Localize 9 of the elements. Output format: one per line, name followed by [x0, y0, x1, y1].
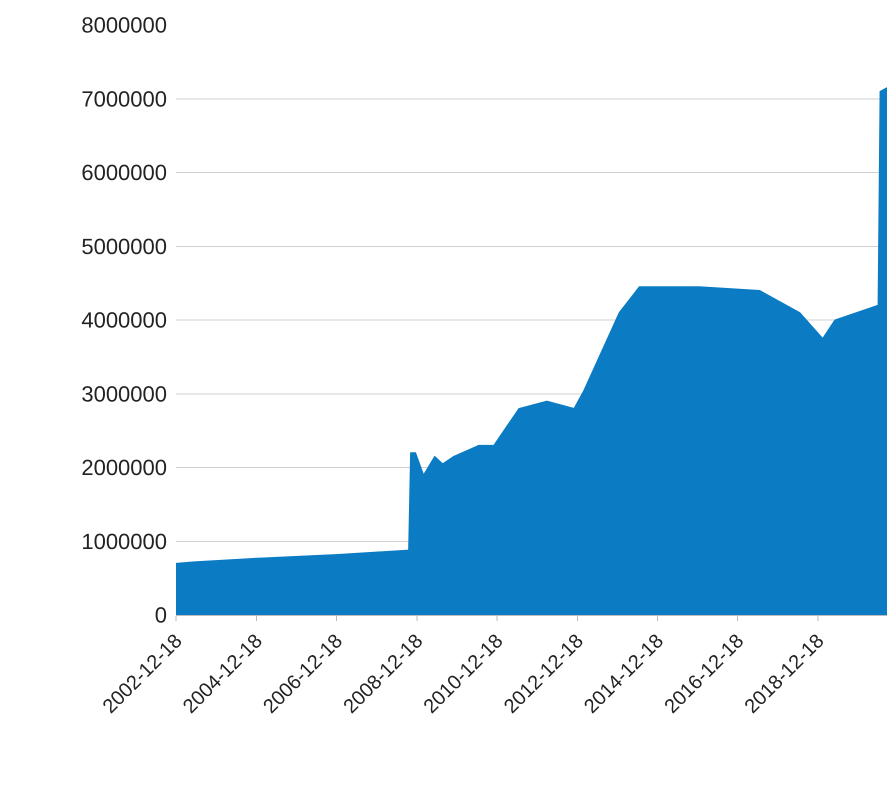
y-tick-label: 6000000 [81, 160, 167, 186]
y-tick-label: 3000000 [81, 381, 167, 406]
y-tick-label: 0 [154, 602, 167, 628]
y-tick-label: 5000000 [81, 234, 167, 259]
y-tick-label: 7000000 [81, 86, 167, 112]
y-tick-label: 4000000 [81, 308, 167, 333]
y-tick-label: 2000000 [81, 455, 167, 480]
y-tick-label: 1000000 [81, 528, 167, 554]
y-tick-label: 8000000 [81, 12, 167, 38]
